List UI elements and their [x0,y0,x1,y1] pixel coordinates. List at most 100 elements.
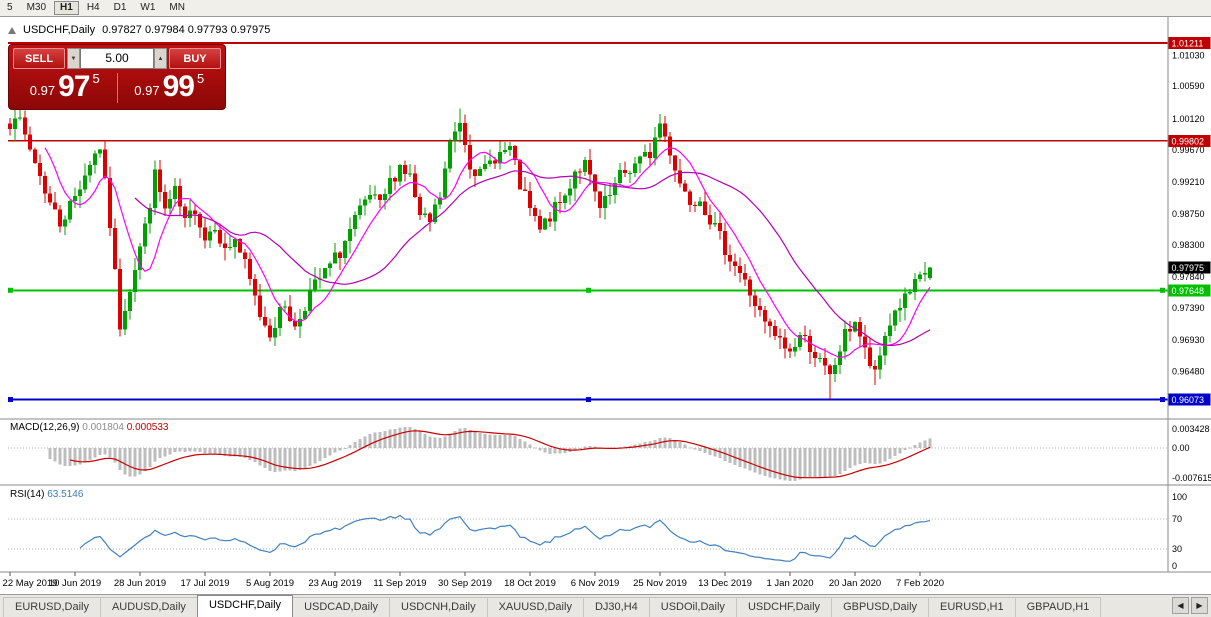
macd-signal-line [69,430,931,479]
x-axis-date-label: 6 Nov 2019 [571,578,620,589]
chart-ohlc-values: 0.97827 0.97984 0.97793 0.97975 [102,24,271,36]
y-axis-tick-label: 0.96480 [1172,366,1205,376]
ma-slow-line [134,170,931,347]
rsi-value: 63.5146 [47,489,84,500]
price-marker-value: 1.01211 [1172,39,1204,49]
tab-scroll-buttons: ◀ ▶ [1172,597,1208,614]
x-axis-date-label: 1 Jan 2020 [766,578,813,589]
x-axis-date-label: 17 Jul 2019 [180,578,229,589]
macd-axis-label: 0.00 [1172,443,1190,453]
y-axis-tick-label: 0.97840 [1172,272,1205,282]
chart-tab-eurusd-h1[interactable]: EURUSD,H1 [928,597,1016,617]
buy-price-sup: 5 [196,70,205,86]
macd-name: MACD(12,26,9) [10,422,80,433]
chart-tab-eurusd-daily[interactable]: EURUSD,Daily [3,597,101,617]
y-axis-tick-label: 0.98300 [1172,240,1205,250]
tab-scroll-left-icon[interactable]: ◀ [1172,597,1189,614]
volume-decrease-icon[interactable]: ▼ [67,48,80,69]
price-marker-box-0.97648 [1168,284,1211,297]
y-axis-tick-label: 0.98750 [1172,209,1205,219]
line-handle[interactable] [8,397,13,403]
sell-price[interactable]: 0.97 97 5 [13,70,117,105]
timeframe-button-5[interactable]: 5 [1,1,19,15]
macd-indicator-label: MACD(12,26,9) 0.001804 0.000533 [10,422,168,433]
trade-panel-prices: 0.97 97 5 0.97 99 5 [13,69,221,107]
tab-scroll-right-icon[interactable]: ▶ [1191,597,1208,614]
chart-tab-usdchf-daily[interactable]: USDCHF,Daily [196,595,294,617]
buy-price-big: 99 [162,69,195,103]
rsi-indicator-label: RSI(14) 63.5146 [10,489,83,500]
volume-input[interactable]: 5.00 [80,48,154,69]
chart-tab-xauusd-daily[interactable]: XAUUSD,Daily [486,597,584,617]
horizontal-lines[interactable] [8,42,1168,403]
trade-panel-controls: SELL ▼ 5.00 ▲ BUY [13,48,221,69]
macd-axis-label: -0.007615 [1172,473,1211,483]
sell-button[interactable]: SELL [13,48,65,69]
x-axis-date-label: 13 Dec 2019 [698,578,752,589]
x-axis-date-label: 7 Feb 2020 [896,578,944,589]
y-axis-tick-label: 0.99670 [1172,145,1205,155]
x-axis-date-label: 18 Oct 2019 [504,578,556,589]
chart-tab-usdcnh-daily[interactable]: USDCNH,Daily [389,597,488,617]
rsi-name: RSI(14) [10,489,45,500]
x-axis-date-label: 5 Aug 2019 [246,578,294,589]
y-axis-tick-label: 1.00120 [1172,114,1205,124]
chart-tab-bar: EURUSD,Daily AUDUSD,Daily USDCHF,Daily USDC… [0,594,1211,617]
price-marker-boxes: 1.01211 0.99802 0.97975 0.97648 0.96073 [1168,37,1211,406]
rsi-axis-label: 100 [1172,492,1187,502]
ma-fast-line [44,147,931,359]
buy-price-prefix: 0.97 [134,82,160,98]
timeframe-button-mn[interactable]: MN [163,1,191,15]
chart-tab-audusd-daily[interactable]: AUDUSD,Daily [99,597,198,617]
one-click-trading-panel: SELL ▼ 5.00 ▲ BUY 0.97 97 5 0.97 99 5 [8,44,226,110]
x-axis-date-label: 28 Jun 2019 [114,578,166,589]
timeframe-toolbar: 5 M30 H1 H4 D1 W1 MN [0,0,1211,17]
rsi-line [79,514,931,562]
rsi-axis-label: 0 [1172,561,1177,571]
timeframe-button-w1[interactable]: W1 [134,1,161,15]
chart-tab-gbpaud-h1[interactable]: GBPAUD,H1 [1014,597,1102,617]
price-marker-value: 0.99802 [1172,136,1205,146]
macd-histogram [48,427,932,481]
line-handle[interactable] [1160,287,1165,293]
chart-tab-usdoil-daily[interactable]: USDOil,Daily [648,597,737,617]
x-axis-date-label: 25 Nov 2019 [633,578,687,589]
timeframe-button-h4[interactable]: H4 [81,1,106,15]
price-marker-value: 0.97648 [1172,286,1205,296]
price-marker-value: 0.97975 [1172,263,1205,273]
price-divider [116,73,118,103]
x-axis-date-label: 10 Jun 2019 [49,578,101,589]
x-axis-date-label: 22 May 2019 [3,578,58,589]
x-axis-date-label: 23 Aug 2019 [308,578,361,589]
chart-tab-usdchf-daily[interactable]: USDCHF,Daily [735,597,833,617]
sell-price-sup: 5 [92,70,100,86]
y-axis-tick-label: 1.01030 [1172,51,1205,61]
line-handle[interactable] [586,397,591,403]
macd-signal-value: 0.000533 [126,422,169,433]
line-handle[interactable] [586,287,591,293]
x-axis-date-label: 11 Sep 2019 [373,578,426,589]
price-marker-box-1.01211 [1168,37,1211,50]
price-marker-value: 0.96073 [1172,395,1205,405]
buy-price[interactable]: 0.97 99 5 [118,69,222,105]
chart-tab-usdcad-daily[interactable]: USDCAD,Daily [292,597,391,617]
timeframe-button-m30[interactable]: M30 [21,1,52,15]
chart-ohlc-info: USDCHF,Daily 0.97827 0.97984 0.97793 0.9… [8,24,270,36]
macd-axis-label: 0.003428 [1172,424,1210,434]
buy-button[interactable]: BUY [169,48,221,69]
x-axis-date-label: 20 Jan 2020 [829,578,881,589]
chart-tab-dj30-h4[interactable]: DJ30,H4 [582,597,650,617]
y-axis-tick-label: 0.99210 [1172,177,1205,187]
line-handle[interactable] [8,287,13,293]
volume-increase-icon[interactable]: ▲ [154,48,167,69]
chart-symbol-title: USDCHF,Daily [23,24,96,36]
chart-tab-gbpusd-daily[interactable]: GBPUSD,Daily [831,597,930,617]
timeframe-button-d1[interactable]: D1 [108,1,133,15]
price-marker-box-0.97975 [1168,261,1211,274]
timeframe-button-h1[interactable]: H1 [54,1,79,15]
line-handle[interactable] [1160,397,1165,403]
price-marker-box-0.96073 [1168,393,1211,406]
